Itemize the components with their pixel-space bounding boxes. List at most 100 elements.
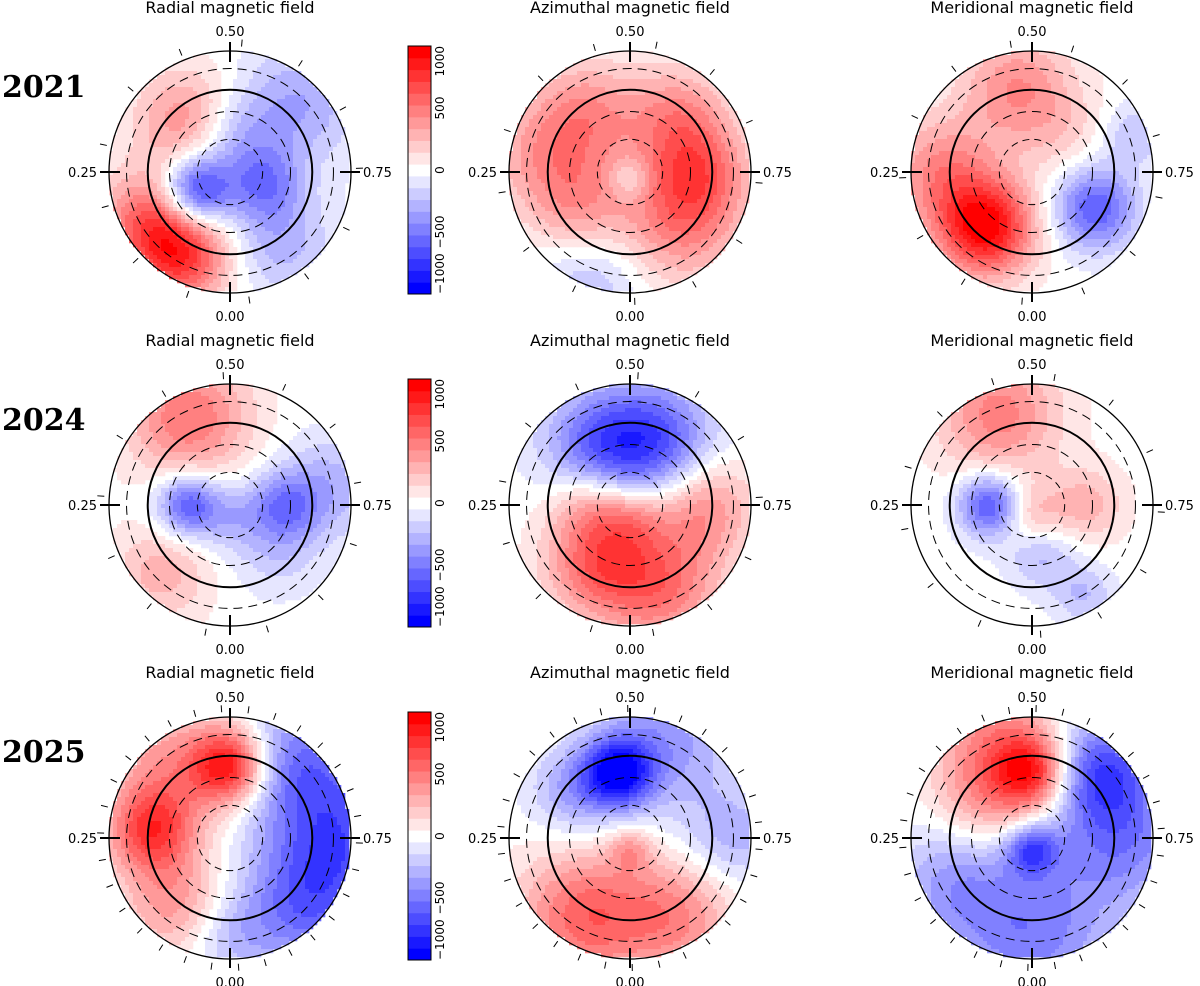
field-cell	[161, 247, 165, 251]
field-cell	[297, 151, 301, 155]
field-cell	[689, 91, 693, 95]
field-cell	[653, 79, 657, 83]
field-cell	[153, 123, 157, 127]
field-cell	[249, 207, 253, 211]
field-cell	[525, 223, 529, 227]
field-cell	[117, 179, 121, 183]
field-cell	[305, 179, 309, 183]
field-cell	[173, 99, 177, 103]
field-cell	[289, 239, 293, 243]
field-cell	[665, 107, 669, 111]
field-cell	[685, 163, 689, 167]
field-cell	[633, 179, 637, 183]
field-cell	[697, 75, 701, 79]
field-cell	[161, 203, 165, 207]
field-cell	[341, 199, 345, 203]
field-cell	[213, 247, 217, 251]
field-cell	[525, 195, 529, 199]
field-cell	[273, 87, 277, 91]
field-cell	[265, 239, 269, 243]
field-cell	[121, 123, 125, 127]
field-cell	[293, 199, 297, 203]
field-cell	[293, 255, 297, 259]
field-cell	[625, 91, 629, 95]
field-cell	[133, 187, 137, 191]
field-cell	[133, 151, 137, 155]
field-cell	[229, 115, 233, 119]
field-cell	[185, 147, 189, 151]
field-cell	[597, 107, 601, 111]
field-cell	[277, 195, 281, 199]
field-cell	[585, 91, 589, 95]
field-cell	[713, 195, 717, 199]
field-cell	[333, 211, 337, 215]
field-cell	[253, 239, 257, 243]
field-cell	[229, 199, 233, 203]
field-cell	[269, 139, 273, 143]
field-cell	[161, 183, 165, 187]
field-cell	[241, 159, 245, 163]
field-cell	[605, 131, 609, 135]
field-cell	[577, 99, 581, 103]
field-cell	[221, 235, 225, 239]
field-cell	[169, 207, 173, 211]
field-cell	[305, 223, 309, 227]
field-cell	[325, 219, 329, 223]
field-cell	[549, 215, 553, 219]
field-cell	[693, 199, 697, 203]
field-cell	[133, 163, 137, 167]
field-cell	[317, 175, 321, 179]
field-cell	[533, 163, 537, 167]
field-cell	[593, 215, 597, 219]
field-cell	[705, 127, 709, 131]
field-cell	[581, 119, 585, 123]
field-cell	[621, 119, 625, 123]
field-cell	[633, 187, 637, 191]
field-cell	[301, 191, 305, 195]
field-cell	[585, 179, 589, 183]
field-cell	[141, 239, 145, 243]
field-cell	[185, 143, 189, 147]
field-cell	[285, 147, 289, 151]
field-cell	[237, 83, 241, 87]
field-cell	[189, 119, 193, 123]
field-cell	[577, 91, 581, 95]
field-cell	[649, 171, 653, 175]
field-cell	[601, 67, 605, 71]
field-cell	[233, 159, 237, 163]
field-cell	[237, 139, 241, 143]
field-cell	[225, 159, 229, 163]
field-cell	[237, 171, 241, 175]
field-cell	[181, 275, 185, 279]
field-cell	[701, 163, 705, 167]
field-cell	[153, 259, 157, 263]
field-cell	[173, 135, 177, 139]
field-cell	[193, 155, 197, 159]
field-cell	[157, 191, 161, 195]
field-cell	[201, 139, 205, 143]
field-cell	[545, 143, 549, 147]
field-cell	[233, 259, 237, 263]
field-cell	[137, 115, 141, 119]
field-cell	[177, 251, 181, 255]
field-cell	[229, 255, 233, 259]
field-cell	[613, 63, 617, 67]
field-cell	[529, 115, 533, 119]
field-cell	[585, 191, 589, 195]
field-cell	[309, 91, 313, 95]
field-cell	[605, 163, 609, 167]
field-cell	[261, 255, 265, 259]
field-cell	[289, 235, 293, 239]
field-cell	[673, 123, 677, 127]
field-cell	[669, 219, 673, 223]
field-cell	[133, 111, 137, 115]
field-cell	[689, 171, 693, 175]
field-cell	[281, 187, 285, 191]
field-cell	[193, 179, 197, 183]
field-cell	[609, 223, 613, 227]
field-cell	[669, 71, 673, 75]
field-cell	[177, 143, 181, 147]
field-cell	[277, 191, 281, 195]
field-cell	[693, 127, 697, 131]
field-cell	[313, 187, 317, 191]
